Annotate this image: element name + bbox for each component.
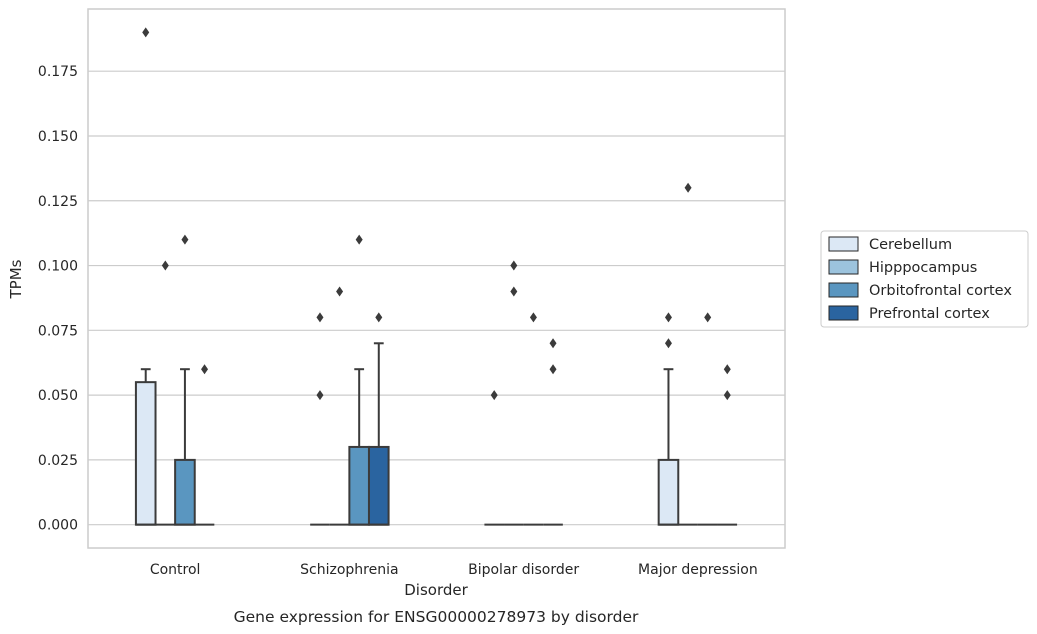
legend-label: Cerebellum <box>869 237 952 253</box>
outlier-point <box>510 286 518 297</box>
outlier-point <box>510 260 518 271</box>
box-hipppocampus <box>504 260 524 526</box>
y-tick-label: 0.050 <box>38 388 78 404</box>
y-tick-labels: 0.000 0.025 0.050 0.075 0.100 0.125 0.150 0.175 <box>38 64 78 533</box>
x-tick-labels: Control Schizophrenia Bipolar disorder Majo… <box>150 562 758 578</box>
outlier-point <box>664 338 672 349</box>
outlier-point <box>336 286 344 297</box>
outlier-point <box>375 312 383 323</box>
y-axis-label: TPMs <box>7 259 25 299</box>
x-tick-label: Control <box>150 562 201 578</box>
box-cerebellum <box>484 390 505 526</box>
box-orbitofrontal-cortex <box>174 234 196 526</box>
outlier-point <box>316 312 324 323</box>
box-hipppocampus <box>678 182 698 526</box>
grid-layer <box>88 70 785 526</box>
box-hipppocampus <box>329 286 350 526</box>
legend-swatch <box>828 236 859 252</box>
plot-frame <box>87 8 786 549</box>
box-prefrontal-cortex <box>717 364 738 526</box>
outlier-point <box>549 364 557 375</box>
y-tick-label: 0.025 <box>38 453 78 469</box>
outlier-point <box>684 182 692 193</box>
box-prefrontal-cortex <box>543 338 563 526</box>
x-tick-label: Schizophrenia <box>300 562 398 578</box>
outlier-point <box>723 390 731 401</box>
box-prefrontal-cortex <box>367 312 390 526</box>
box-iqr <box>348 445 370 526</box>
box-iqr <box>367 445 390 526</box>
outlier-point <box>704 312 712 323</box>
box-cerebellum <box>657 312 680 526</box>
legend: Cerebellum Hipppocampus Orbitofrontal cort… <box>820 230 1029 328</box>
box-cerebellum <box>310 312 330 526</box>
y-tick-label: 0.175 <box>38 64 78 80</box>
box-orbitofrontal-cortex <box>523 312 544 526</box>
x-tick-label: Major depression <box>638 562 758 578</box>
legend-label: Orbitofrontal cortex <box>869 283 1012 299</box>
legend-swatch <box>828 259 859 275</box>
y-tick-label: 0.150 <box>38 129 78 145</box>
outlier-point <box>355 234 363 245</box>
box-hipppocampus <box>155 260 176 526</box>
outlier-point <box>490 390 498 401</box>
box-iqr <box>657 458 680 526</box>
outlier-point <box>142 27 150 38</box>
legend-frame <box>820 230 1029 328</box>
chart-caption: Gene expression for ENSG00000278973 by d… <box>234 608 639 626</box>
y-tick-label: 0.125 <box>38 194 78 210</box>
box-iqr <box>134 381 157 526</box>
outlier-point <box>181 234 189 245</box>
outlier-point <box>549 338 557 349</box>
outlier-point <box>161 260 169 271</box>
x-axis-label: Disorder <box>404 581 468 599</box>
legend-label: Hipppocampus <box>869 260 977 276</box>
y-tick-label: 0.075 <box>38 323 78 339</box>
outlier-point <box>664 312 672 323</box>
box-cerebellum <box>134 27 157 526</box>
legend-swatch <box>828 282 859 298</box>
legend-swatch <box>828 305 859 321</box>
outlier-point <box>529 312 537 323</box>
outlier-point <box>723 364 731 375</box>
x-tick-label: Bipolar disorder <box>468 562 579 578</box>
outlier-point <box>201 364 209 375</box>
y-tick-label: 0.000 <box>38 518 78 534</box>
box-orbitofrontal-cortex <box>348 234 370 526</box>
y-tick-label: 0.100 <box>38 259 78 275</box>
box-layer <box>134 27 738 526</box>
box-prefrontal-cortex <box>194 364 215 526</box>
legend-label: Prefrontal cortex <box>869 306 990 322</box>
outlier-point <box>316 390 324 401</box>
box-orbitofrontal-cortex <box>697 312 718 526</box>
box-iqr <box>174 458 196 526</box>
